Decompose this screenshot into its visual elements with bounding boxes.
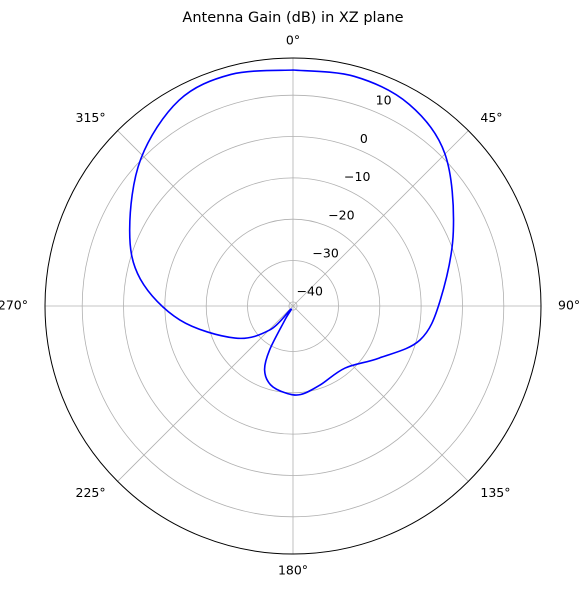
angle-tick-label: 315° bbox=[76, 110, 106, 125]
radial-tick-label: 0 bbox=[360, 131, 368, 146]
grid-circle bbox=[164, 177, 422, 435]
angle-tick-label: 45° bbox=[480, 110, 502, 125]
angle-tick-label: 270° bbox=[0, 298, 28, 313]
grid-circle bbox=[288, 301, 298, 311]
gain-line bbox=[128, 69, 455, 396]
polar-frame bbox=[44, 57, 542, 555]
angle-tick-label: 0° bbox=[286, 33, 300, 48]
radial-tick-label: −40 bbox=[297, 284, 323, 299]
grid-circle bbox=[205, 218, 381, 394]
angle-tick-label: 225° bbox=[76, 485, 106, 500]
grid-spoke bbox=[117, 130, 294, 307]
angle-tick-label: 135° bbox=[480, 485, 510, 500]
grid-circle bbox=[81, 94, 505, 518]
grid-spoke bbox=[117, 305, 294, 482]
angle-tick-label: 90° bbox=[558, 298, 580, 313]
grid-circle bbox=[123, 136, 463, 476]
radial-tick-label: −20 bbox=[328, 207, 354, 222]
angle-tick-label: 180° bbox=[278, 563, 308, 578]
grid-circle bbox=[247, 260, 339, 352]
radial-tick-label: −30 bbox=[312, 245, 338, 260]
radial-tick-label: 10 bbox=[376, 93, 392, 108]
chart-title: Antenna Gain (dB) in XZ plane bbox=[182, 10, 403, 26]
grid-spoke bbox=[292, 305, 469, 482]
grid-spoke bbox=[292, 130, 469, 307]
radial-tick-label: −10 bbox=[344, 169, 370, 184]
